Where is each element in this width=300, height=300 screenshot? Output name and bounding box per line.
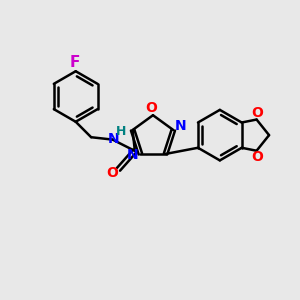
Text: N: N	[175, 119, 187, 134]
Text: O: O	[251, 150, 263, 164]
Text: O: O	[146, 101, 158, 115]
Text: F: F	[70, 55, 80, 70]
Text: O: O	[106, 166, 118, 180]
Text: N: N	[107, 132, 119, 146]
Text: H: H	[116, 125, 126, 138]
Text: N: N	[127, 148, 139, 162]
Text: O: O	[251, 106, 263, 120]
